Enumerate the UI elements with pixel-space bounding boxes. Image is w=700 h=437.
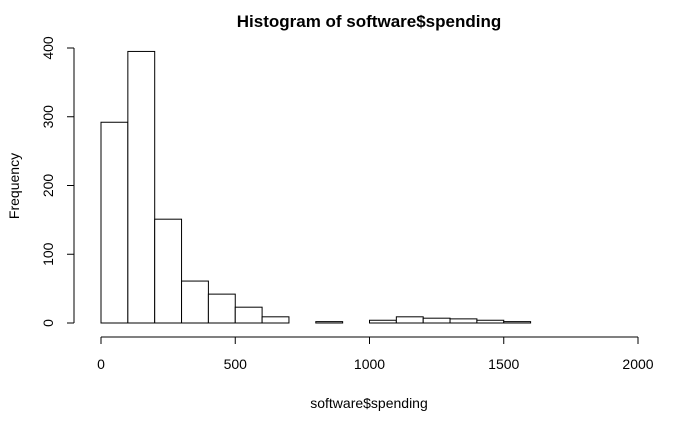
histogram-bar-12 xyxy=(422,317,451,324)
histogram-bar-4 xyxy=(207,293,236,324)
y-tick-label-2: 200 xyxy=(40,174,56,198)
x-axis: 0 500 1000 1500 2000 xyxy=(97,336,654,372)
y-tick-label-1: 100 xyxy=(40,242,56,266)
histogram-bar-5 xyxy=(234,306,263,324)
y-tick-label-3: 300 xyxy=(40,105,56,129)
histogram-bar-2 xyxy=(154,218,183,324)
x-axis-label: software$spending xyxy=(310,395,428,411)
y-axis: 0 100 200 300 400 xyxy=(40,36,75,327)
x-tick-label-1: 500 xyxy=(224,356,248,372)
histogram-bar-15 xyxy=(503,321,532,324)
x-tick-label-2: 1000 xyxy=(354,356,385,372)
histogram-bar-6 xyxy=(261,316,290,324)
histogram-bar-0 xyxy=(100,121,129,324)
histogram-bar-3 xyxy=(181,280,209,324)
x-tick-label-4: 2000 xyxy=(622,356,653,372)
histogram-bar-8 xyxy=(315,321,344,324)
x-tick-label-3: 1500 xyxy=(488,356,519,372)
chart-title: Histogram of software$spending xyxy=(237,12,501,31)
histogram-bar-10 xyxy=(369,319,397,324)
histogram-bars xyxy=(100,50,532,324)
histogram-bar-1 xyxy=(127,50,156,324)
y-tick-label-4: 400 xyxy=(40,36,56,60)
y-axis-label: Frequency xyxy=(6,153,22,219)
histogram-bar-11 xyxy=(395,316,424,324)
x-tick-label-0: 0 xyxy=(97,356,105,372)
histogram-bar-13 xyxy=(449,318,478,324)
histogram-bar-14 xyxy=(476,319,505,324)
y-tick-label-0: 0 xyxy=(40,319,56,327)
